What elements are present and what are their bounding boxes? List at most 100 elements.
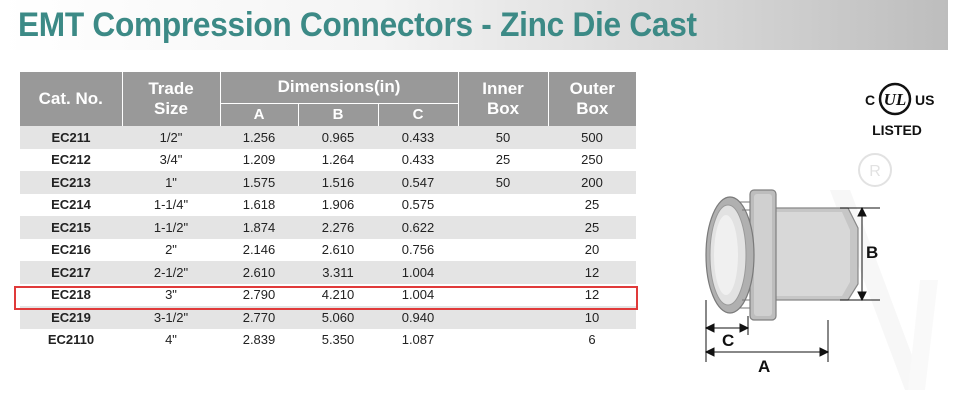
cell-b: 1.906 [298,193,378,216]
cell-a: 2.146 [220,238,298,261]
cell-c: 1.087 [378,328,458,351]
cell-size: 3" [122,283,220,306]
cell-inner: 50 [458,171,548,194]
dimension-c-label: C [722,331,735,350]
header-cat-no: Cat. No. [20,72,123,126]
cell-c: 0.547 [378,171,458,194]
header-inner-box-line2: Box [486,99,520,118]
ul-us-label: US [915,92,934,108]
cell-cat: EC2110 [20,328,122,351]
header-trade-size-line2: Size [153,99,189,118]
table-row: EC212 3/4" 1.209 1.264 0.433 25 250 [20,148,636,171]
cell-cat: EC215 [20,216,122,239]
header-dimensions: Dimensions(in) [220,72,459,104]
cell-a: 1.209 [220,148,298,171]
dimension-b-label: B [866,243,879,262]
cell-cat: EC214 [20,193,122,216]
page-title: EMT Compression Connectors - Zinc Die Ca… [18,6,697,44]
header-outer-box: Outer Box [548,72,636,126]
cell-inner: 50 [458,126,548,149]
cell-c: 0.940 [378,306,458,329]
cell-inner [458,216,548,239]
cell-outer: 25 [548,193,636,216]
cell-size: 3/4" [122,148,220,171]
dimension-a-marker [704,320,830,362]
header-outer-box-line1: Outer [569,79,615,98]
ul-listed-logo: C UL US LISTED [865,82,934,138]
cell-inner [458,328,548,351]
cell-size: 1-1/2" [122,216,220,239]
cell-c: 1.004 [378,261,458,284]
cell-outer: 20 [548,238,636,261]
cell-size: 2-1/2" [122,261,220,284]
cell-cat: EC218 [20,283,122,306]
cell-c: 0.433 [378,148,458,171]
cell-a: 2.790 [220,283,298,306]
table-row: EC217 2-1/2" 2.610 3.311 1.004 12 [20,261,636,284]
cell-cat: EC211 [20,126,122,149]
cell-outer: 250 [548,148,636,171]
cell-outer: 10 [548,306,636,329]
header-outer-box-line2: Box [576,99,609,118]
cell-inner [458,261,548,284]
cell-c: 1.004 [378,283,458,306]
header-dim-c: C [378,103,459,126]
header-trade-size-line1: Trade [148,79,194,98]
ul-mark-label: UL [884,90,907,109]
cell-b: 4.210 [298,283,378,306]
reg-label: R [869,163,881,180]
cell-b: 2.610 [298,238,378,261]
table-row: EC213 1" 1.575 1.516 0.547 50 200 [20,171,636,194]
cell-outer: 500 [548,126,636,149]
cell-size: 3-1/2" [122,306,220,329]
cell-cat: EC213 [20,171,122,194]
cell-a: 2.610 [220,261,298,284]
cell-cat: EC212 [20,148,122,171]
cell-size: 4" [122,328,220,351]
connector-image [705,189,859,321]
cell-inner [458,283,548,306]
cell-b: 5.060 [298,306,378,329]
cell-b: 0.965 [298,126,378,149]
cell-size: 1" [122,171,220,194]
cell-c: 0.575 [378,193,458,216]
spec-table: Cat. No. Trade Size Dimensions(in) Inner… [20,72,636,351]
title-band [0,0,948,50]
header-inner-box-line1: Inner [482,79,524,98]
row-highlight-box [14,286,638,310]
ul-c-label: C [865,92,875,108]
ul-listed-label: LISTED [872,122,922,138]
ul-circle [878,82,912,116]
cell-size: 1-1/4" [122,193,220,216]
cell-a: 2.770 [220,306,298,329]
cell-c: 0.756 [378,238,458,261]
header-trade-size: Trade Size [122,72,221,126]
cell-size: 1/2" [122,126,220,149]
cell-outer: 25 [548,216,636,239]
cell-a: 1.256 [220,126,298,149]
cell-size: 2" [122,238,220,261]
header-dim-b: B [298,103,379,126]
cell-cat: EC219 [20,306,122,329]
header-dim-a: A [220,103,299,126]
cell-outer: 12 [548,261,636,284]
cell-outer: 200 [548,171,636,194]
cell-c: 0.433 [378,126,458,149]
cell-b: 2.276 [298,216,378,239]
connector-dimension-diagram [704,189,938,390]
cell-b: 3.311 [298,261,378,284]
registered-mark-icon: R [858,153,892,187]
table-row: EC2110 4" 2.839 5.350 1.087 6 [20,328,636,351]
cell-outer: 6 [548,328,636,351]
dimension-b-marker [840,206,880,302]
cell-cat: EC216 [20,238,122,261]
table-row: EC216 2" 2.146 2.610 0.756 20 [20,238,636,261]
cell-a: 1.874 [220,216,298,239]
table-row: EC219 3-1/2" 2.770 5.060 0.940 10 [20,306,636,329]
cell-c: 0.622 [378,216,458,239]
table-row: EC211 1/2" 1.256 0.965 0.433 50 500 [20,126,636,149]
dimension-c-marker [704,300,750,335]
cell-inner [458,238,548,261]
cell-inner [458,306,548,329]
table-row: EC215 1-1/2" 1.874 2.276 0.622 25 [20,216,636,239]
